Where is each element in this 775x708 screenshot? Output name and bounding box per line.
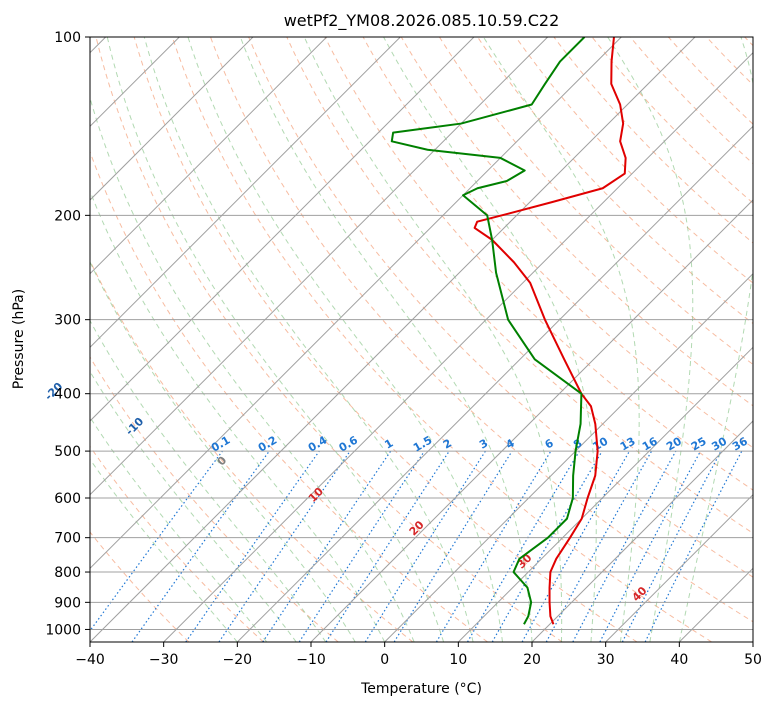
y-tick-label: 200 [54, 208, 81, 224]
isotherm-line [752, 641, 753, 642]
isotherm-line [310, 199, 753, 642]
chart-title: wetPf2_YM08.2026.085.10.59.C22 [284, 11, 560, 31]
background-lines [90, 37, 753, 642]
plot-background [90, 37, 753, 642]
y-tick-label: 600 [54, 491, 81, 507]
isotherm-line [90, 37, 696, 642]
y-tick-label: 700 [54, 531, 81, 547]
mixing-ratio-line [393, 450, 513, 642]
isotherm-line [384, 272, 753, 642]
moist-adiabat-line [239, 37, 533, 642]
isotherm-line [163, 51, 753, 642]
moist-adiabat-line [90, 260, 356, 642]
temperature-profile-line [473, 37, 627, 625]
mixing-ratio-line [545, 450, 653, 642]
dry-adiabat-line [286, 37, 753, 534]
x-tick-label: −10 [296, 652, 326, 668]
x-tick-label: 40 [670, 652, 688, 668]
x-tick-label: −30 [149, 652, 179, 668]
isotherm-line [90, 37, 622, 570]
y-tick-label: 1000 [45, 622, 81, 638]
isotherm-line [236, 125, 753, 642]
x-tick-label: 30 [597, 652, 615, 668]
moist-adiabat-line [383, 37, 597, 642]
y-tick-label: 500 [54, 444, 81, 460]
moist-adiabat-line [303, 37, 563, 642]
isotherm-line [457, 346, 753, 642]
isotherm-line [90, 37, 401, 349]
moist-adiabat-line [482, 37, 640, 642]
y-tick-label: 300 [54, 313, 81, 329]
mixing-ratio-line [262, 450, 392, 642]
y-tick-label: 800 [54, 565, 81, 581]
dry-adiabat-line [400, 37, 753, 407]
y-tick-label: 100 [54, 30, 81, 46]
profile-lines [390, 37, 627, 625]
axes-ticks: −40 −30 −20 −10 0 10 20 30 40 50 100 200 300 400 500 60… [45, 30, 762, 668]
dry-adiabat-line [133, 37, 638, 642]
dry-adiabat-line [90, 259, 414, 642]
dry-adiabat-line [439, 37, 753, 366]
moist-adiabat-line [607, 37, 694, 642]
plot-frame [89, 36, 754, 643]
dry-adiabat-line [324, 37, 753, 491]
isotherm-line [90, 37, 475, 422]
x-tick-label: 10 [449, 652, 467, 668]
moist-adiabat-line [90, 458, 238, 642]
dry-adiabat-line [248, 37, 753, 578]
mixing-ratio-line [131, 450, 270, 642]
y-axis-title: Pressure (hPa) [11, 289, 27, 389]
isotherm-line [90, 37, 254, 201]
dewpoint-profile-line [390, 37, 586, 625]
dry-adiabat-line [90, 356, 339, 642]
x-tick-label: 50 [744, 652, 762, 668]
x-tick-label: −40 [75, 652, 105, 668]
y-tick-label: 900 [54, 595, 81, 611]
isotherm-line [90, 37, 328, 275]
moist-adiabat-line [106, 37, 445, 642]
mixing-ratio-line [185, 450, 320, 642]
moist-adiabat-line [90, 189, 386, 642]
y-tick-label: 400 [54, 387, 81, 403]
x-tick-label: −20 [223, 652, 253, 668]
mixing-ratio-line [325, 450, 450, 642]
isotherm-line [531, 420, 753, 642]
x-tick-label: 20 [523, 652, 541, 668]
x-axis-title: Temperature (°C) [360, 681, 482, 697]
mixing-ratio-line [218, 450, 351, 642]
x-tick-label: 0 [380, 652, 389, 668]
dry-adiabat-line [210, 37, 753, 623]
mixing-ratio-line [572, 450, 677, 642]
isotherm-line [605, 493, 753, 642]
mixing-ratio-line [298, 450, 425, 642]
dry-adiabat-line [95, 37, 563, 642]
dry-adiabat-line [90, 531, 190, 642]
mixing-ratio-line [521, 450, 631, 642]
moist-adiabat-line [90, 370, 297, 642]
isotherm-line [90, 37, 549, 496]
mixing-ratio-line [90, 450, 223, 632]
moist-adiabat-line [143, 37, 474, 642]
moist-adiabat-line [187, 37, 504, 642]
mixing-ratio-line [644, 450, 743, 642]
moist-adiabat-line [90, 416, 268, 642]
